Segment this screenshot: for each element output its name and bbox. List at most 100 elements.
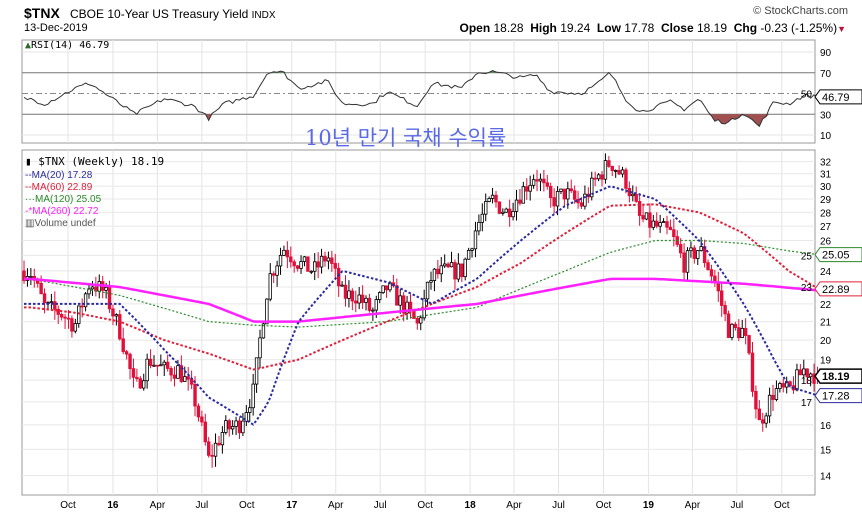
candle-body (504, 208, 508, 213)
x-tick-label: 16 (107, 500, 119, 511)
candle-body (555, 191, 560, 207)
candle-body (77, 305, 81, 324)
ma60-tag-box (814, 281, 862, 297)
candle-body (395, 285, 399, 306)
candle-body (743, 327, 748, 336)
price-tick-label: 25 (801, 251, 813, 262)
x-tick-label: 18 (465, 500, 477, 511)
candle-body (302, 256, 307, 262)
candle-body (405, 301, 409, 314)
ma60-tag-text: 22.89 (822, 284, 850, 296)
candle-body (429, 280, 433, 283)
candle-body (442, 263, 447, 267)
candle-body (754, 390, 758, 410)
close-label: Close (660, 21, 694, 35)
candle-body (313, 261, 317, 272)
x-tick-label: Jul (730, 500, 743, 511)
candle-body (237, 420, 242, 434)
candle-body (696, 250, 700, 259)
candle-body (42, 293, 47, 304)
legend-ma120: ···MA(120) 25.05 (25, 194, 102, 205)
candle-body (138, 378, 143, 389)
candle-body (723, 305, 727, 315)
close-tag-text: 18.19 (822, 371, 850, 383)
rsi-icon: ▲ (25, 40, 32, 51)
candle-body (600, 174, 604, 180)
candle-body (678, 244, 683, 254)
chart-date: 13-Dec-2019 (24, 22, 88, 34)
candle-body (63, 316, 67, 319)
candle-body (685, 250, 690, 273)
candle-body (726, 313, 731, 338)
price-tick-label: 28 (820, 208, 832, 219)
rsi-label: RSI(14) 46.79 (31, 40, 110, 51)
x-tick-label: 19 (643, 500, 655, 511)
candle-body (186, 376, 190, 380)
candle-body (761, 419, 765, 424)
high-label: High (530, 21, 557, 35)
candle-body (470, 248, 474, 251)
candle-body (709, 269, 714, 277)
candle-body (323, 255, 327, 262)
candle-body (566, 188, 570, 200)
candle-body (165, 361, 170, 369)
candle-body (275, 265, 279, 276)
candle-body (73, 323, 78, 332)
price-legend-text: $TNX (Weekly) 18.19 (38, 155, 165, 168)
candles (22, 153, 820, 468)
candle-body (336, 267, 341, 287)
candle-body (521, 186, 526, 204)
candle-body (56, 308, 60, 315)
candle-body (511, 211, 515, 218)
candle-body (795, 369, 799, 391)
candle-body (271, 273, 276, 276)
candle-body (169, 368, 173, 376)
candle-body (480, 213, 485, 223)
candle-body (661, 221, 666, 223)
candle-body (111, 308, 115, 317)
candle-body (292, 261, 296, 267)
candle-body (360, 294, 365, 303)
candle-body (289, 256, 293, 263)
candle-body (364, 297, 368, 303)
candle-body (213, 442, 218, 457)
price-tick-label: 19 (820, 356, 832, 367)
candle-body (371, 309, 375, 312)
candle-body (367, 297, 372, 311)
legend-ma20-text: MA(20) 17.28 (31, 170, 93, 181)
candle-body (254, 357, 259, 385)
rsi-tick-label: 50 (801, 90, 813, 101)
candle-body (737, 327, 741, 339)
candle-body (265, 298, 269, 325)
candle-body (658, 222, 662, 227)
candle-body (603, 160, 608, 180)
candle-body (200, 416, 204, 423)
candle-body (525, 186, 529, 192)
candle-body (542, 178, 546, 184)
candle-body (374, 299, 378, 311)
candle-body (665, 221, 669, 228)
price-tick-label: 26 (820, 237, 832, 248)
x-tick-label: Jul (374, 500, 387, 511)
low-value: 17.78 (624, 21, 655, 35)
candle-body (624, 169, 628, 189)
candle-body (80, 305, 84, 308)
candle-body (613, 170, 618, 172)
candle-body (350, 290, 355, 302)
price-tick-label: 15 (820, 445, 832, 456)
open-value: 18.28 (493, 21, 524, 35)
candle-body (340, 284, 344, 287)
candle-body (507, 208, 512, 218)
price-tick-label: 30 (820, 182, 832, 193)
candle-body (436, 268, 440, 275)
candle-body (798, 369, 803, 376)
candle-body (118, 314, 122, 340)
price-tick-label: 14 (820, 472, 832, 483)
candle-body (456, 263, 461, 280)
candle-body (179, 365, 184, 382)
candle-body (299, 261, 303, 269)
candle-body (641, 215, 645, 220)
x-tick-label: Oct (596, 500, 612, 511)
chg-label: Chg (733, 21, 758, 35)
candle-body (720, 290, 724, 306)
